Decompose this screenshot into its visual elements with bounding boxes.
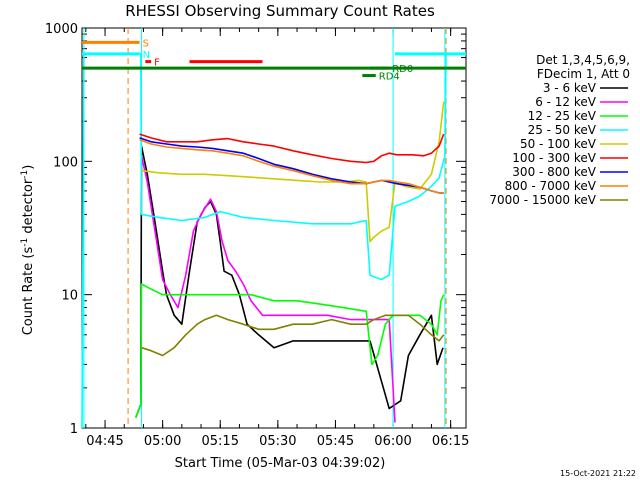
svg-text:Count Rate (s-1 detector-1): Count Rate (s-1 detector-1) — [20, 165, 36, 336]
status-bar-label: N — [143, 50, 150, 61]
series-line-5 — [141, 101, 445, 243]
y-tick-label: 10 — [61, 289, 78, 304]
plot-border — [81, 27, 467, 429]
ylabel-part: detector — [21, 178, 36, 238]
series-line-6 — [139, 133, 445, 164]
series-line-7 — [139, 137, 444, 194]
ylabel-part: ) — [21, 165, 36, 170]
series-line-2 — [140, 155, 396, 423]
x-tick-label: 05:00 — [144, 434, 181, 449]
y-tick-label: 1000 — [45, 22, 78, 37]
status-bar-label: RD4 — [379, 72, 400, 83]
x-tick-label: 05:15 — [202, 434, 239, 449]
x-tick-label: 06:00 — [374, 434, 411, 449]
legend-entry: 25 - 50 keV — [528, 123, 597, 137]
legend-entry: 50 - 100 keV — [520, 137, 597, 151]
legend-entry: 300 - 800 keV — [512, 165, 596, 179]
series-line-8 — [139, 139, 444, 194]
series-layer — [81, 53, 466, 429]
footer-date: 15-Oct-2021 21:22 — [560, 469, 636, 478]
status-bar-label: RD0 — [392, 64, 413, 75]
ylabel-sup: -1 — [20, 238, 30, 247]
series-line-9 — [141, 314, 445, 357]
ylabel-sup: -1 — [20, 170, 30, 179]
legend-entry: 800 - 7000 keV — [505, 179, 597, 193]
x-tick-label: 05:30 — [259, 434, 296, 449]
legend-entry: 3 - 6 keV — [543, 81, 597, 95]
x-tick-label: 06:15 — [432, 434, 469, 449]
x-tick-label: 05:45 — [317, 434, 354, 449]
y-tick-label: 1 — [70, 422, 78, 437]
legend-entry: 7000 - 15000 keV — [489, 193, 596, 207]
y-axis-label: Count Rate (s-1 detector-1) — [20, 165, 36, 336]
ylabel-part: Count Rate (s — [21, 247, 36, 336]
legend-header: Det 1,3,4,5,6,9, — [536, 53, 630, 67]
legend-entry: 100 - 300 keV — [512, 151, 596, 165]
x-tick-label: 04:45 — [86, 434, 123, 449]
legend: Det 1,3,4,5,6,9,FDecim 1, Att 03 - 6 keV… — [489, 53, 630, 207]
status-bar-label: S — [143, 38, 149, 49]
axis-ticks: 04:45 05:00 05:15 05:30 05:45 06:00 06:15 1 10 10… — [45, 22, 469, 449]
chart-title: RHESSI Observing Summary Count Rates — [125, 2, 435, 20]
y-tick-label: 100 — [53, 155, 78, 170]
series-line-3 — [135, 283, 445, 418]
series-line-1 — [135, 145, 444, 418]
legend-header: FDecim 1, Att 0 — [537, 67, 630, 81]
status-bar-label: F — [154, 58, 160, 69]
plot-frame — [81, 27, 467, 429]
series-line-4 — [81, 53, 466, 429]
legend-entry: 6 - 12 keV — [535, 95, 597, 109]
x-axis-label: Start Time (05-Mar-03 04:39:02) — [175, 456, 386, 471]
legend-entry: 12 - 25 keV — [528, 109, 597, 123]
